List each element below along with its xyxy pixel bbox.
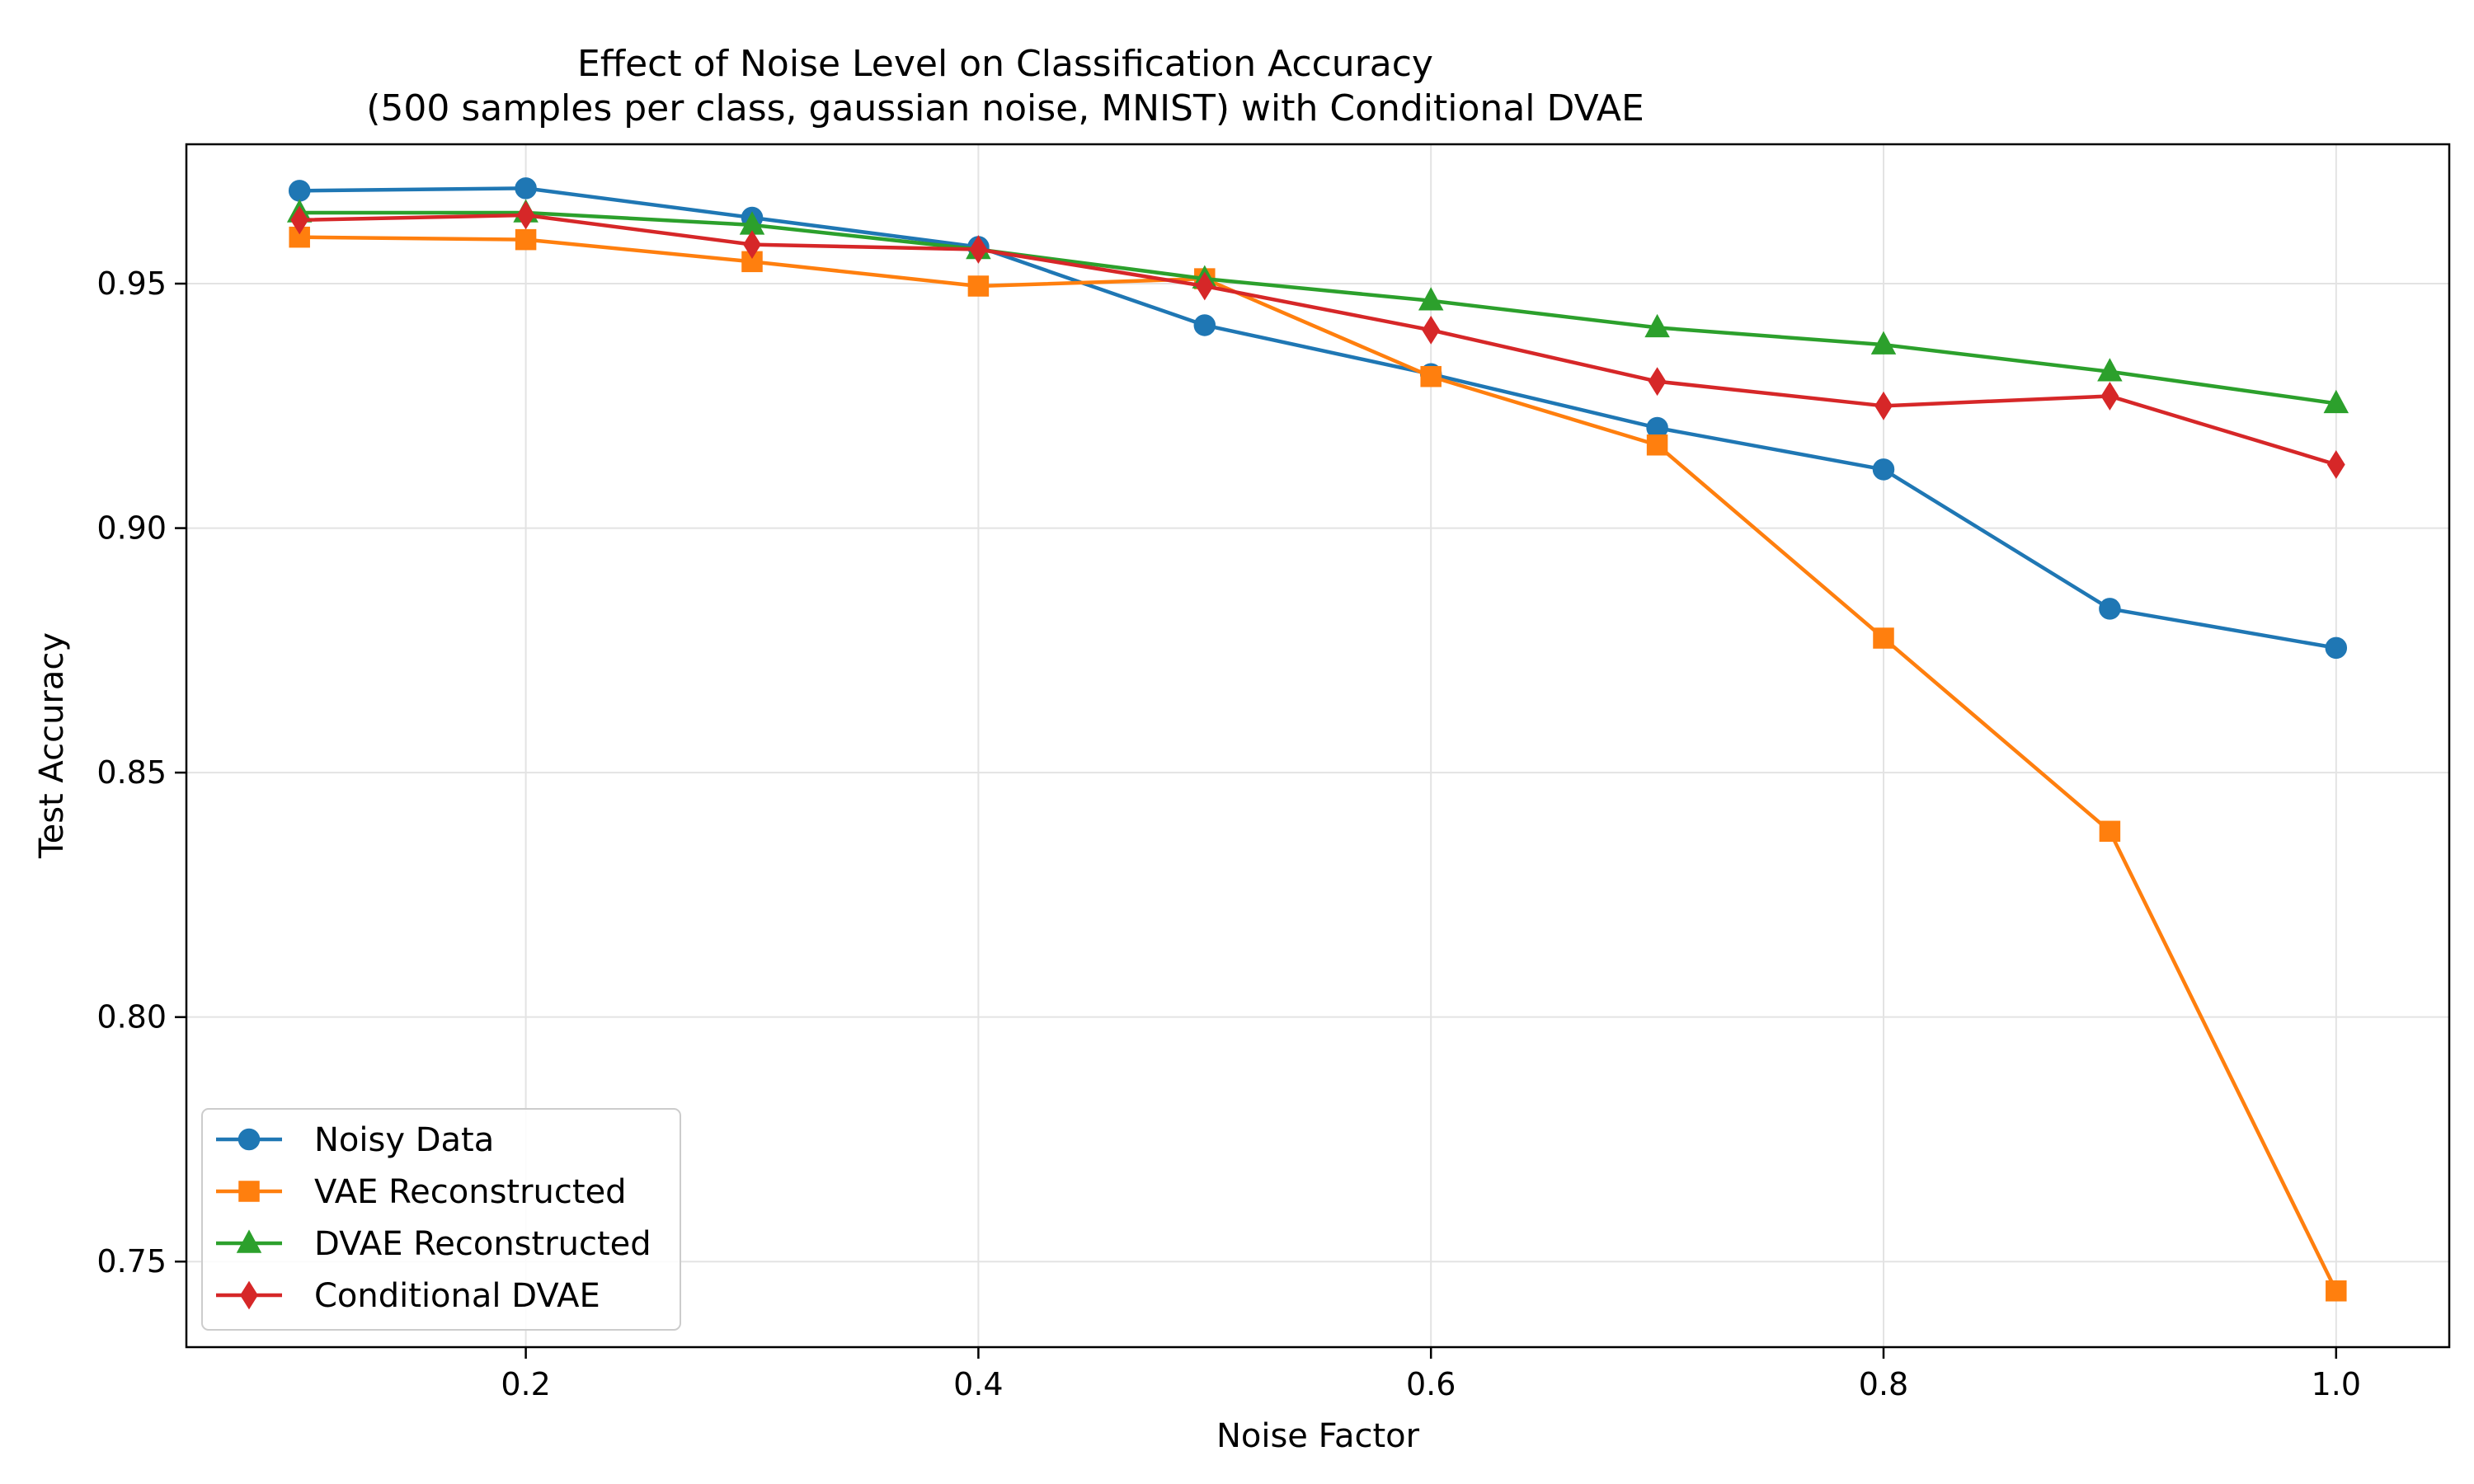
data-point <box>515 177 537 200</box>
series-3 <box>290 200 2345 479</box>
data-point <box>969 235 988 264</box>
plot-frame <box>185 143 2451 1349</box>
data-point <box>1873 627 1894 649</box>
legend-box <box>201 1108 681 1331</box>
data-point <box>743 230 761 259</box>
data-point <box>516 200 535 230</box>
legend-item: Conditional DVAE <box>216 1277 600 1315</box>
series-line <box>299 213 2337 467</box>
series-line <box>299 235 2338 1292</box>
y-tick-label: 0.80 <box>96 999 167 1036</box>
y-axis-label: Test Accuracy <box>33 632 71 859</box>
legend-item: DVAE Reconstructed <box>216 1225 651 1263</box>
x-tick-label: 0.4 <box>953 1366 1003 1402</box>
y-tick-label: 0.75 <box>96 1243 167 1280</box>
axis-ticks: 0.2 0.4 0.6 0.8 1.0 0.75 0.80 0.85 0.90 0.95 <box>96 265 2361 1402</box>
data-point <box>2099 598 2121 620</box>
data-point <box>2323 389 2349 414</box>
data-point <box>1195 271 1214 301</box>
x-tick-label: 0.6 <box>1406 1366 1456 1402</box>
grid-lines <box>186 144 2449 1347</box>
legend-marker <box>240 1280 258 1310</box>
series-lines <box>286 177 2349 1302</box>
data-point <box>2100 382 2119 411</box>
series-line <box>299 186 2337 650</box>
x-tick-label: 1.0 <box>2312 1366 2361 1402</box>
y-tick-label: 0.95 <box>96 265 167 302</box>
legend-label: DVAE Reconstructed <box>314 1225 651 1263</box>
data-point <box>1874 391 1893 420</box>
data-point <box>2325 636 2348 660</box>
x-tick-label: 0.8 <box>1859 1366 1908 1402</box>
data-point <box>1193 314 1216 336</box>
legend-label: VAE Reconstructed <box>314 1173 627 1211</box>
data-point <box>1870 331 1897 355</box>
data-point <box>288 180 311 202</box>
data-point <box>1422 315 1441 345</box>
data-point <box>1646 434 1668 456</box>
x-axis-label: Noise Factor <box>1216 1417 1420 1455</box>
chart-title: Effect of Noise Level on Classification … <box>577 43 1433 85</box>
data-point <box>2099 820 2121 843</box>
data-point <box>515 228 537 251</box>
legend-label: Conditional DVAE <box>314 1277 600 1315</box>
y-tick-label: 0.90 <box>96 510 167 547</box>
data-point <box>1418 287 1444 311</box>
x-tick-label: 0.2 <box>501 1366 550 1402</box>
data-point <box>1872 458 1895 481</box>
legend-item: Noisy Data <box>216 1121 494 1159</box>
legend-marker <box>238 1128 261 1151</box>
series-1 <box>289 226 2347 1302</box>
data-point <box>1648 367 1667 397</box>
series-line <box>299 210 2337 406</box>
data-point <box>1420 365 1442 387</box>
data-point <box>2097 358 2123 382</box>
legend-item: VAE Reconstructed <box>216 1173 627 1211</box>
legend-label: Noisy Data <box>314 1121 494 1159</box>
y-tick-label: 0.85 <box>96 754 167 791</box>
data-point <box>2326 450 2345 479</box>
legend-marker <box>236 1229 262 1253</box>
data-point <box>967 275 990 297</box>
data-point <box>2326 1280 2347 1302</box>
data-point <box>290 205 309 235</box>
legend: Noisy Data VAE Reconstructed DVAE Reconstr… <box>201 1108 681 1331</box>
data-point <box>1644 313 1670 338</box>
chart-subtitle: (500 samples per class, gaussian noise, … <box>366 87 1644 129</box>
legend-marker <box>238 1181 260 1202</box>
